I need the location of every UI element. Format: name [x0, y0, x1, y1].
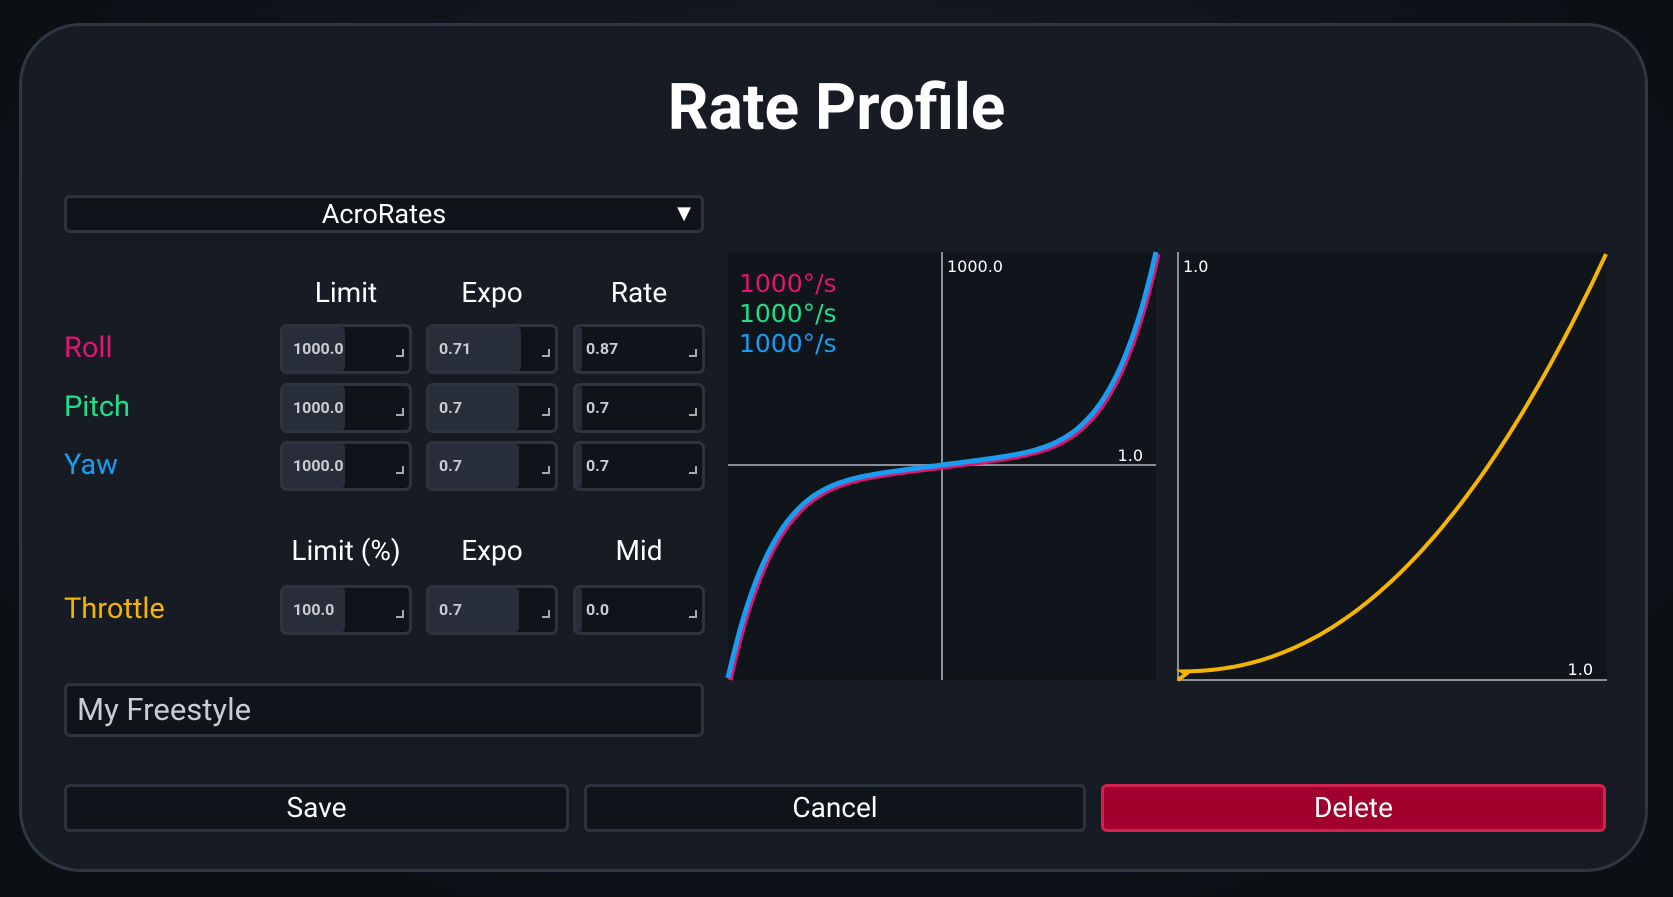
input-grip [396, 408, 404, 416]
dropdown-arrow: ▼ [677, 203, 691, 224]
input-value: 0.0 [586, 600, 609, 619]
number-input[interactable]: 100.0 [280, 585, 412, 635]
number-input[interactable]: 0.7 [573, 383, 705, 433]
input-fill [429, 327, 521, 371]
input-value: 0.71 [439, 339, 472, 358]
input-grip [542, 466, 550, 474]
column-header: Limit [314, 276, 378, 309]
input-fill [576, 327, 582, 371]
number-input[interactable]: 0.0 [573, 585, 705, 635]
input-value: 0.7 [586, 398, 609, 417]
axis-label: Pitch [64, 390, 130, 424]
input-fill [283, 588, 345, 632]
input-fill [576, 588, 582, 632]
input-fill [283, 327, 345, 371]
input-grip [689, 349, 697, 357]
axis-label: Throttle [64, 592, 165, 626]
throttle-graph-bg [1177, 252, 1607, 680]
rate-y-max-label: 1000.0 [947, 257, 1003, 276]
input-grip [689, 610, 697, 618]
input-fill [429, 444, 519, 488]
input-grip [396, 466, 404, 474]
number-input[interactable]: 1000.0 [280, 383, 412, 433]
input-grip [689, 466, 697, 474]
input-grip [542, 349, 550, 357]
save-button[interactable]: Save [64, 784, 569, 832]
dialog-title: Rate Profile [667, 70, 1006, 145]
number-input[interactable]: 1000.0 [280, 324, 412, 374]
yaw-curve [725, 251, 1159, 679]
column-header: Expo [461, 276, 523, 309]
input-grip [396, 610, 404, 618]
number-input[interactable]: 0.7 [426, 585, 558, 635]
input-grip [542, 408, 550, 416]
cancel-button[interactable]: Cancel [584, 784, 1086, 832]
input-value: 0.7 [439, 600, 462, 619]
axis-label: Yaw [64, 448, 118, 482]
dropdown-value: AcroRates [321, 198, 447, 230]
input-value: 1000.0 [293, 456, 344, 475]
rate-x-max-label: 1.0 [1118, 446, 1143, 465]
input-fill [576, 386, 582, 430]
input-grip [542, 610, 550, 618]
number-input[interactable]: 0.71 [426, 324, 558, 374]
input-value: 1000.0 [293, 339, 344, 358]
profile-type-dropdown[interactable]: AcroRates ▼ [64, 195, 704, 233]
input-value: 0.7 [439, 398, 462, 417]
roll-legend: 1000°/s [739, 269, 837, 298]
input-grip [396, 349, 404, 357]
input-fill [576, 444, 582, 488]
input-fill [283, 386, 345, 430]
number-input[interactable]: 1000.0 [280, 441, 412, 491]
column-header: Mid [615, 534, 663, 567]
pitch-legend: 1000°/s [739, 299, 837, 328]
input-fill [429, 386, 519, 430]
input-value: 0.7 [586, 456, 609, 475]
number-input[interactable]: 0.7 [573, 441, 705, 491]
profile-name-input[interactable]: My Freestyle [64, 683, 704, 737]
input-value: 1000.0 [293, 398, 344, 417]
throttle-curve [1175, 253, 1608, 682]
input-fill [429, 588, 519, 632]
input-value: 100.0 [293, 600, 335, 619]
input-value: 0.7 [439, 456, 462, 475]
delete-button[interactable]: Delete [1101, 784, 1606, 832]
number-input[interactable]: 0.7 [426, 383, 558, 433]
throttle-x-max-label: 1.0 [1568, 660, 1593, 679]
column-header: Rate [610, 276, 668, 309]
throttle-y-max-label: 1.0 [1183, 257, 1208, 276]
number-input[interactable]: 0.7 [426, 441, 558, 491]
yaw-legend: 1000°/s [739, 329, 837, 358]
axis-label: Roll [64, 331, 113, 365]
input-value: 0.87 [586, 339, 619, 358]
input-grip [689, 408, 697, 416]
number-input[interactable]: 0.87 [573, 324, 705, 374]
column-header: Limit (%) [291, 534, 401, 567]
column-header: Expo [461, 534, 523, 567]
input-fill [283, 444, 345, 488]
